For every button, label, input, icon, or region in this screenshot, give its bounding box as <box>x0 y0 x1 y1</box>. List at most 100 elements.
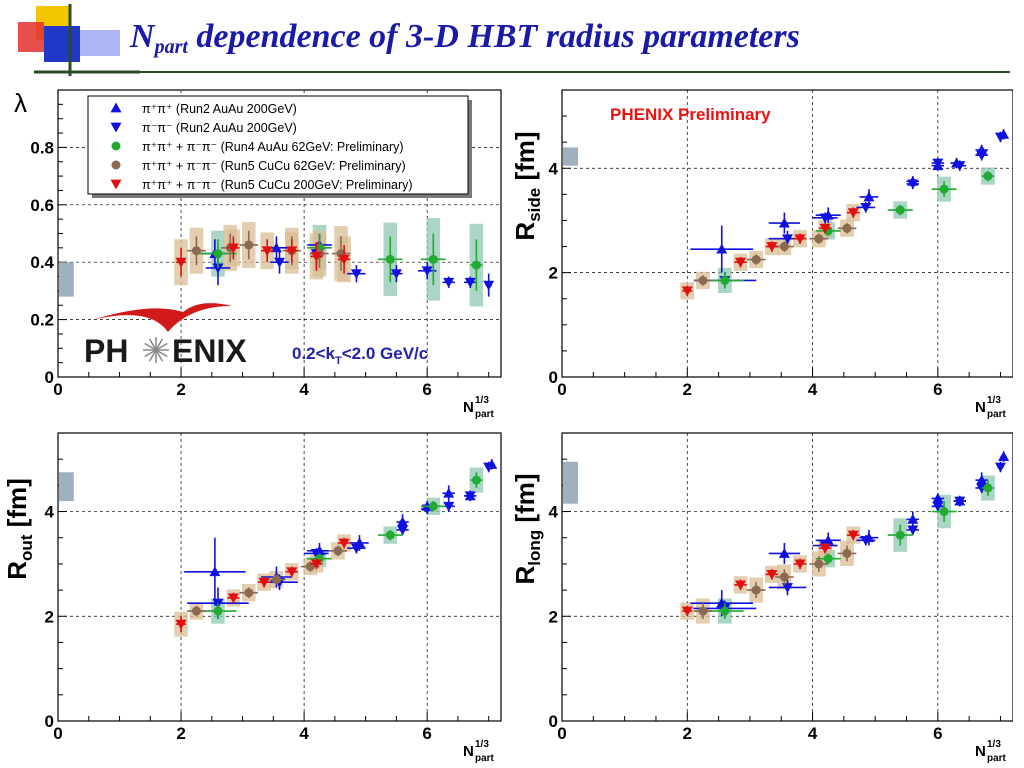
legend-label-cucu200: π⁺π⁺ + π⁻π⁻ (Run5 CuCu 200GeV: Prelimina… <box>142 178 413 192</box>
kt-prefix: 0.2<k <box>292 344 336 363</box>
rside-panel: 0 2 4 6 0 2 4 N part 1/3 Rside [fm] PHENIX Prelimin… <box>510 89 1013 420</box>
data-point-cucu200 <box>310 559 322 570</box>
y-axis-label-main: R <box>2 561 32 580</box>
legend-marker-run2_mm <box>110 122 122 133</box>
data-point-run4_62 <box>385 254 395 264</box>
x-axis-label-main: N <box>463 743 474 760</box>
data-point-run2_mm <box>860 203 872 213</box>
data-point-run2_pp <box>778 217 790 228</box>
title-subscript: part <box>154 36 188 58</box>
data-point-run2_pp <box>209 566 221 577</box>
data-point-run4_62 <box>823 554 833 564</box>
x-tick-label: 0 <box>557 380 566 399</box>
y-tick-label: 0.6 <box>30 196 54 215</box>
kt-subscript: T <box>335 355 342 367</box>
data-point-run2_pp <box>976 474 988 485</box>
data-point-run2_pp <box>270 242 282 253</box>
data-point-run2_mm <box>350 543 362 554</box>
x-tick-label: 6 <box>933 724 942 743</box>
data-point-cucu62 <box>191 246 201 256</box>
data-point-cucu62 <box>814 559 824 569</box>
series-run2_mm <box>693 461 1006 617</box>
data-point-cucu62 <box>842 223 852 233</box>
x-tick-label: 4 <box>299 380 309 399</box>
y-tick-label: 0.4 <box>30 253 54 272</box>
x-tick-label: 4 <box>808 380 818 399</box>
data-point-cucu200 <box>766 569 778 580</box>
series-cucu200 <box>681 207 860 297</box>
y-tick-label: 4 <box>45 503 55 522</box>
x-tick-label: 6 <box>933 380 942 399</box>
data-point-run4_62 <box>895 530 905 540</box>
data-point-cucu200 <box>766 242 778 253</box>
data-point-cucu62 <box>779 572 789 582</box>
data-point-run2_mm <box>443 501 455 512</box>
x-axis-label-sub: part <box>475 409 495 420</box>
data-point-cucu200 <box>310 252 322 262</box>
data-point-cucu200 <box>819 223 831 234</box>
x-axis-label-sub: part <box>987 409 1007 420</box>
title-rest: dependence of 3-D HBT radius parameters <box>187 18 800 55</box>
data-point-run2_pp <box>932 492 944 503</box>
phenix-logo-burst-ray <box>155 342 168 351</box>
data-point-run4_62 <box>385 530 395 540</box>
y-tick-label: 0 <box>549 712 558 731</box>
data-point-cucu62 <box>244 240 254 250</box>
kt-range-label: 0.2<kT<2.0 GeV/c <box>292 344 428 367</box>
data-point-cucu200 <box>847 208 859 219</box>
legend-marker-run2_pp <box>110 102 122 113</box>
data-point-run4_62 <box>471 260 481 270</box>
deco-blue-fade <box>80 30 120 56</box>
legend-marker-cucu62 <box>111 160 121 170</box>
x-axis-label-sup: 1/3 <box>475 395 489 406</box>
data-point-cucu62 <box>751 255 761 265</box>
phenix-logo-burst-ray <box>148 338 157 351</box>
data-point-run2_mm <box>954 496 966 507</box>
data-point-run2_pp <box>397 516 409 527</box>
x-tick-label: 2 <box>176 380 185 399</box>
phenix-logo-burst-ray <box>144 342 157 351</box>
data-point-run2_mm <box>994 462 1006 473</box>
phenix-logo-burst-ray <box>155 338 164 351</box>
data-point-cucu200 <box>681 286 693 297</box>
series-cucu62 <box>693 223 857 286</box>
data-point-run2_mm <box>954 161 966 172</box>
data-point-run2_mm <box>860 535 872 546</box>
data-point-cucu200 <box>258 577 270 588</box>
data-point-cucu200 <box>794 559 806 570</box>
global-systematic-box <box>563 461 579 504</box>
y-axis-label: Rlong [fm] <box>510 474 544 585</box>
y-axis-label-unit: [fm] <box>510 474 540 530</box>
data-point-cucu62 <box>244 588 254 598</box>
y-axis-label-sub: out <box>17 534 36 561</box>
global-systematic-box <box>563 147 579 166</box>
kt-suffix: <2.0 GeV/c <box>342 344 428 363</box>
legend-marker-run4_62 <box>111 141 121 151</box>
data-point-run2_pp <box>443 487 455 498</box>
data-point-cucu200 <box>175 257 187 268</box>
global-systematic-box <box>59 262 74 297</box>
x-tick-label: 4 <box>808 724 818 743</box>
y-tick-label: 0.2 <box>30 311 54 330</box>
data-point-run2_mm <box>397 525 409 536</box>
data-point-cucu200 <box>286 567 298 578</box>
y-tick-label: 0 <box>549 368 558 387</box>
phenix-logo-burst-ray <box>148 349 157 362</box>
data-point-run4_62 <box>895 205 905 215</box>
x-tick-label: 0 <box>557 724 566 743</box>
data-point-run2_mm <box>907 179 919 190</box>
y-axis-label: Rout [fm] <box>2 478 36 580</box>
lambda-panel: 0 2 4 6 0 0.2 0.4 0.6 0.8 N part 1/3 λ π⁺π⁺ (Run2 AuA… <box>14 88 502 420</box>
data-point-cucu62 <box>842 548 852 558</box>
phenix-logo-burst-ray <box>144 349 157 358</box>
data-point-run4_62 <box>213 249 223 259</box>
data-point-run4_62 <box>720 275 730 285</box>
series-run4_62 <box>199 233 483 291</box>
data-point-run4_62 <box>983 171 993 181</box>
data-point-run2_mm <box>994 132 1006 143</box>
data-point-run2_mm <box>443 277 455 288</box>
data-point-run2_mm <box>350 269 362 280</box>
data-point-run2_mm <box>390 269 402 280</box>
x-tick-label: 6 <box>422 724 431 743</box>
data-point-cucu200 <box>819 543 831 554</box>
